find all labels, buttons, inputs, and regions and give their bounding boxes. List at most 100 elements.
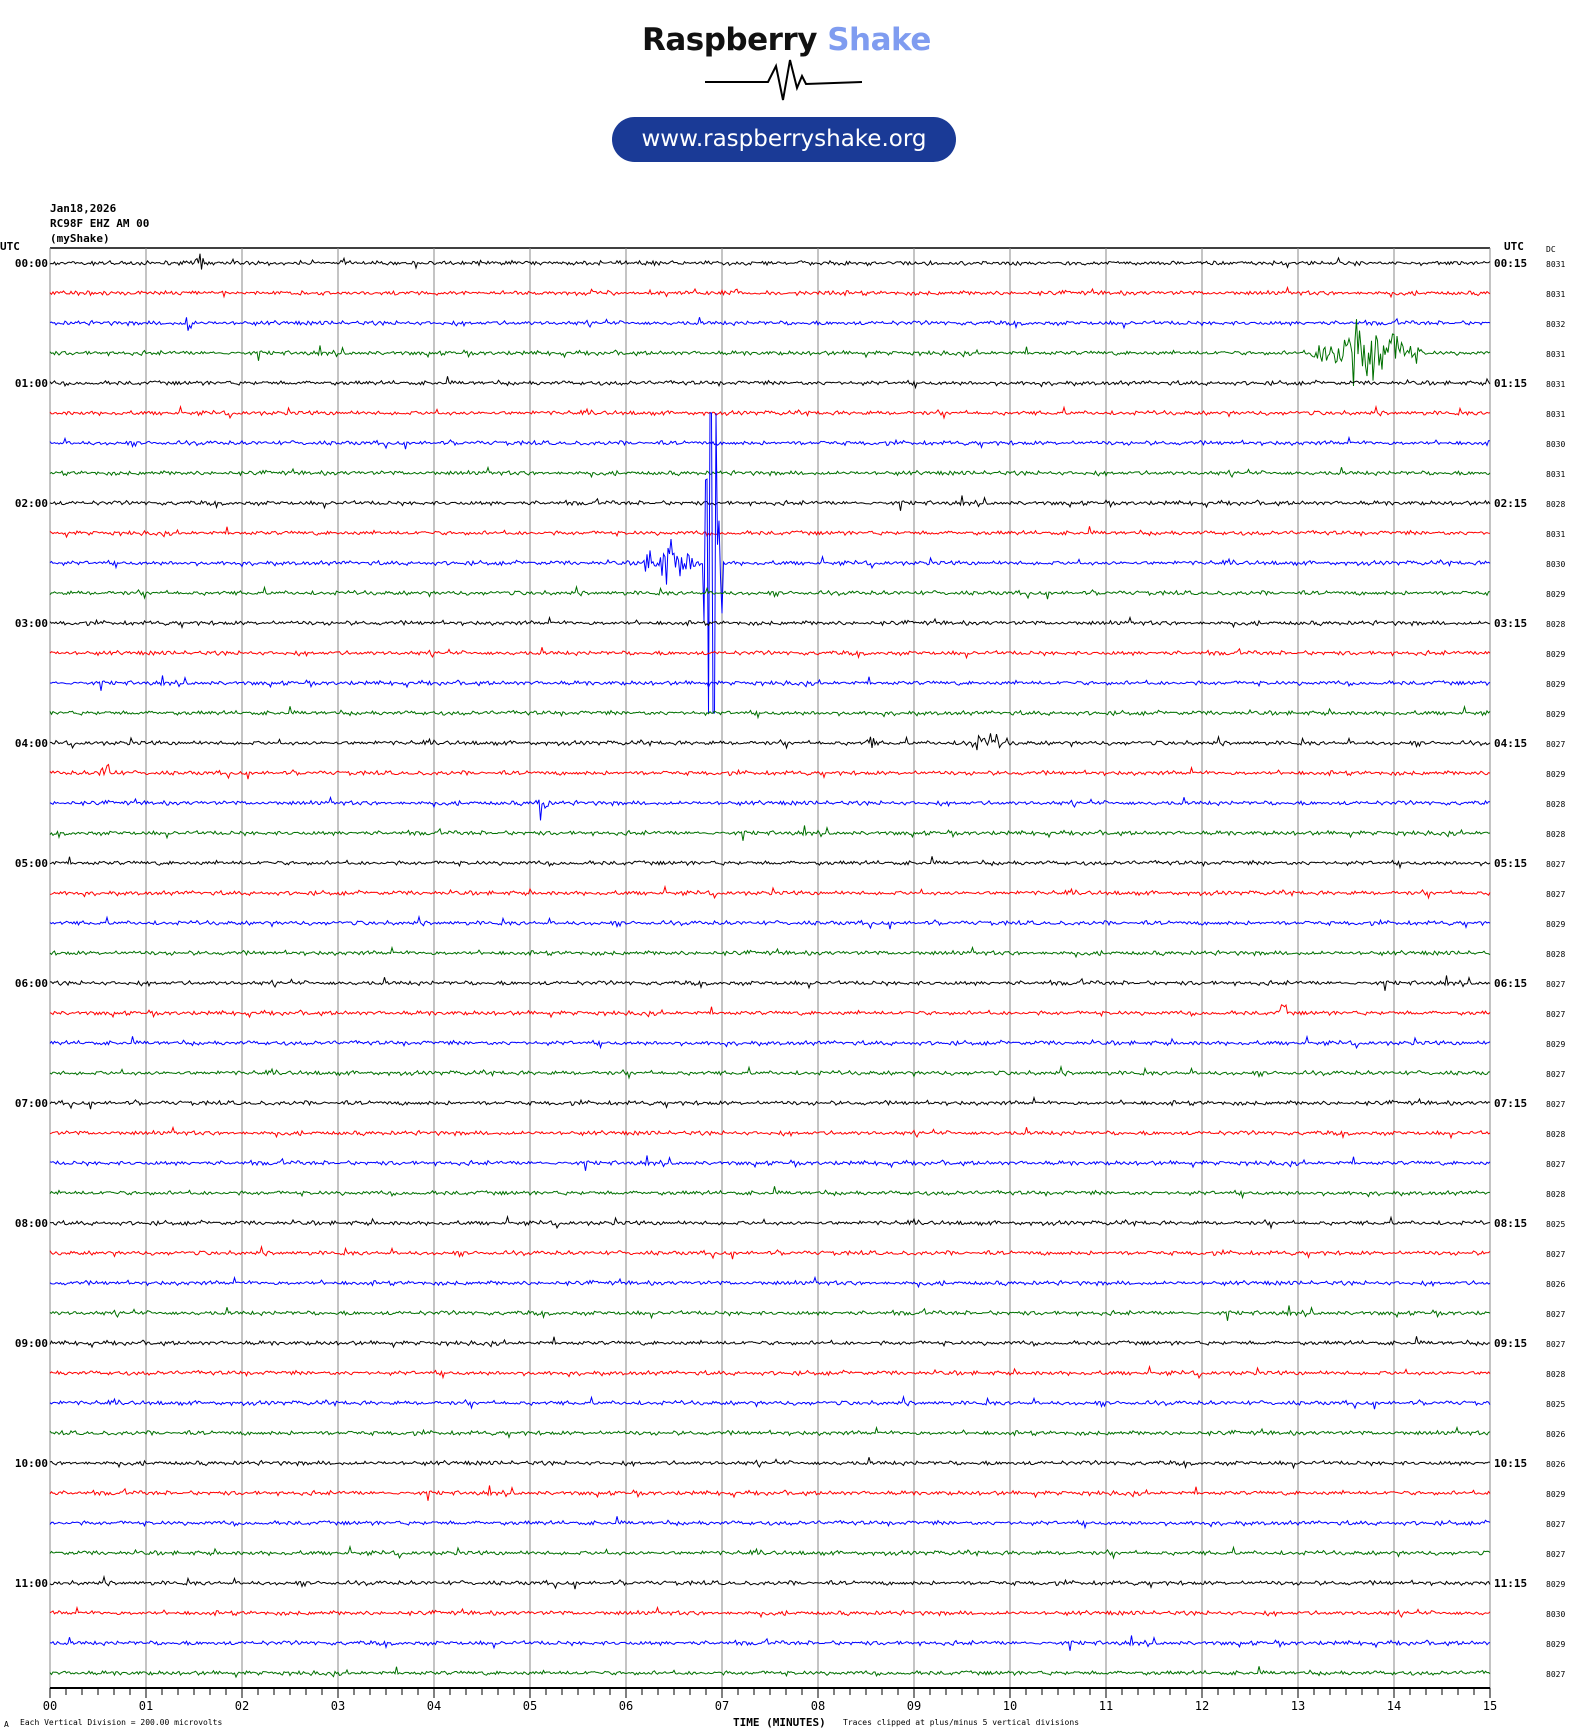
trace-row	[49, 1394, 1491, 1410]
dc-value: 8028	[1546, 1190, 1565, 1199]
trace-row	[49, 1364, 1491, 1380]
right-hour-label: 05:15	[1494, 857, 1527, 870]
dc-value: 8027	[1546, 740, 1565, 749]
dc-value: 8027	[1546, 1340, 1565, 1349]
trace-row	[49, 675, 1491, 691]
dc-value: 8029	[1546, 770, 1565, 779]
x-tick-label: 13	[1291, 1699, 1305, 1713]
trace-row	[49, 856, 1491, 870]
trace-row	[49, 795, 1490, 821]
trace-row	[49, 285, 1491, 299]
trace-row	[49, 733, 1491, 751]
trace-row	[49, 975, 1491, 991]
clip-note: Traces clipped at plus/minus 5 vertical …	[843, 1718, 1080, 1727]
dc-value: 8030	[1546, 1610, 1565, 1619]
dc-value: 8028	[1546, 500, 1565, 509]
left-hour-label: 05:00	[15, 857, 48, 870]
dc-value: 8027	[1546, 860, 1565, 869]
right-hour-label: 03:15	[1494, 617, 1527, 630]
trace-row	[49, 914, 1491, 930]
left-hour-label: 10:00	[15, 1457, 48, 1470]
x-tick-label: 05	[523, 1699, 537, 1713]
x-tick-label: 07	[715, 1699, 729, 1713]
x-tick-label: 08	[811, 1699, 825, 1713]
x-tick-label: 12	[1195, 1699, 1209, 1713]
left-hour-label: 06:00	[15, 977, 48, 990]
dc-value: 8027	[1546, 1520, 1565, 1529]
right-hour-label: 06:15	[1494, 977, 1527, 990]
dc-value: 8027	[1546, 1670, 1565, 1679]
x-tick-label: 04	[427, 1699, 441, 1713]
dc-value: 8027	[1546, 1550, 1565, 1559]
dc-value: 8028	[1546, 620, 1565, 629]
dc-value: 8025	[1546, 1220, 1565, 1229]
left-hour-label: 02:00	[15, 497, 48, 510]
left-hour-label: 01:00	[15, 377, 48, 390]
left-hour-label: 08:00	[15, 1217, 48, 1230]
dc-value: 8031	[1546, 380, 1565, 389]
x-tick-label: 03	[331, 1699, 345, 1713]
right-hour-label: 01:15	[1494, 377, 1527, 390]
trace-row	[49, 1605, 1491, 1619]
dc-value: 8029	[1546, 1580, 1565, 1589]
x-tick-label: 01	[139, 1699, 153, 1713]
left-hour-label: 11:00	[15, 1577, 48, 1590]
trace-row	[49, 1425, 1491, 1440]
left-hour-label: 04:00	[15, 737, 48, 750]
trace-row	[49, 1244, 1491, 1260]
dc-value: 8029	[1546, 650, 1565, 659]
dc-value: 8027	[1546, 890, 1565, 899]
trace-row	[49, 1275, 1491, 1289]
trace-row	[49, 1064, 1491, 1080]
trace-row	[49, 647, 1491, 660]
dc-value: 8028	[1546, 830, 1565, 839]
dc-value: 8031	[1546, 470, 1565, 479]
dc-value: 8027	[1546, 980, 1565, 989]
x-tick-label: 06	[619, 1699, 633, 1713]
dc-value: 8029	[1546, 1640, 1565, 1649]
website-link[interactable]: www.raspberryshake.org	[612, 117, 956, 162]
dc-value: 8029	[1546, 1040, 1565, 1049]
trace-row	[49, 763, 1491, 780]
date-label: Jan18,2026	[50, 202, 117, 215]
trace-row	[49, 412, 1491, 714]
trace-row	[49, 1574, 1491, 1590]
dc-value: 8029	[1546, 710, 1565, 719]
trace-row	[49, 945, 1491, 959]
scale-note: Each Vertical Division = 200.00 microvol…	[20, 1718, 223, 1727]
dc-value: 8029	[1546, 590, 1565, 599]
dc-value: 8032	[1546, 320, 1565, 329]
trace-row	[49, 317, 1491, 331]
source-label: (myShake)	[50, 232, 110, 245]
left-utc-title: UTC	[0, 240, 20, 253]
dc-value: 8031	[1546, 350, 1565, 359]
x-tick-label: 09	[907, 1699, 921, 1713]
left-hour-label: 03:00	[15, 617, 48, 630]
dc-value: 8027	[1546, 1010, 1565, 1019]
dc-value: 8029	[1546, 1490, 1565, 1499]
dc-value: 8030	[1546, 560, 1565, 569]
dc-value: 8027	[1546, 1100, 1565, 1109]
dc-value: 8031	[1546, 410, 1565, 419]
left-hour-label: 09:00	[15, 1337, 48, 1350]
trace-row	[49, 1544, 1491, 1560]
right-hour-label: 09:15	[1494, 1337, 1527, 1350]
right-hour-label: 08:15	[1494, 1217, 1527, 1230]
dc-value: 8026	[1546, 1460, 1565, 1469]
right-hour-label: 07:15	[1494, 1097, 1527, 1110]
dc-value: 8028	[1546, 1370, 1565, 1379]
dc-value: 8031	[1546, 260, 1565, 269]
trace-row	[49, 1457, 1490, 1470]
dc-value: 8031	[1546, 290, 1565, 299]
left-hour-label: 00:00	[15, 257, 48, 270]
trace-row	[49, 1155, 1491, 1171]
trace-row	[49, 1516, 1491, 1530]
trace-row	[49, 1125, 1491, 1140]
x-tick-label: 10	[1003, 1699, 1017, 1713]
x-tick-label: 00	[43, 1699, 57, 1713]
trace-row	[49, 1336, 1491, 1349]
dc-value: 8029	[1546, 680, 1565, 689]
trace-row	[49, 465, 1491, 479]
right-hour-label: 04:15	[1494, 737, 1527, 750]
